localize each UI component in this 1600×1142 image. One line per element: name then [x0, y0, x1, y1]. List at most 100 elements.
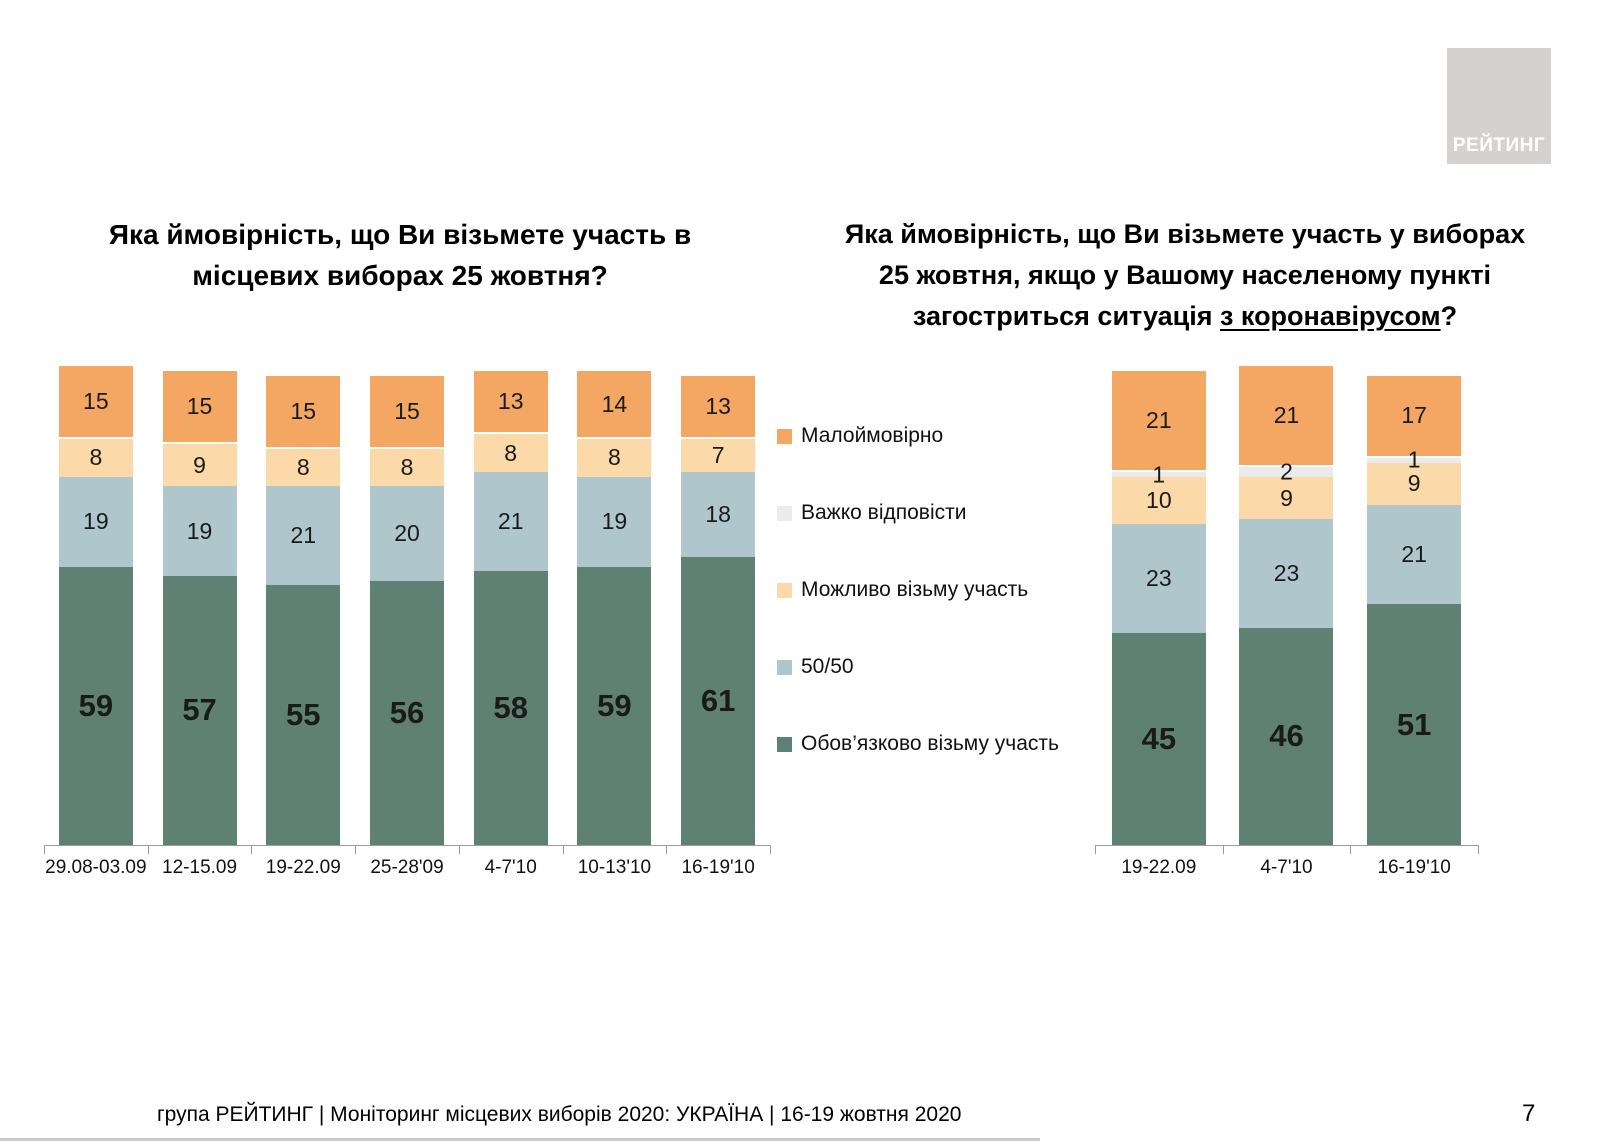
bar-segment: 19: [58, 476, 133, 567]
category-label: 16-19'10: [1377, 857, 1451, 878]
bar-segment: 1: [1111, 461, 1206, 487]
category-label: 25-28'09: [370, 857, 444, 878]
segment-value: 58: [493, 690, 528, 726]
category-label: 19-22.09: [265, 857, 341, 878]
segment-value: 19: [83, 508, 109, 535]
bar-segment: 1: [1367, 447, 1462, 473]
segment-value: 8: [89, 444, 103, 471]
bar-segment: 8: [577, 439, 652, 477]
bar-segment: 8: [58, 439, 133, 477]
bar-segment: 13: [681, 375, 756, 440]
axis-tick: [1350, 845, 1352, 854]
legend-item: Малоймовірно: [777, 424, 1059, 448]
axis-tick: [44, 845, 45, 854]
segment-value: 21: [1401, 541, 1427, 568]
left-chart: 15 8 19 59 15 9 19 57 15 8 21 55 15 8 20 56 13 8 21 58 14 8 19…: [44, 358, 771, 879]
legend-item: 50/50: [777, 655, 1059, 679]
bar-segment: 45: [1111, 632, 1206, 845]
axis-tick: [458, 845, 460, 854]
bar-segment: 21: [1367, 505, 1462, 605]
segment-value: 15: [394, 397, 420, 424]
segment-value: 19: [601, 508, 628, 535]
page-number: 7: [1522, 1100, 1536, 1127]
bar-segment: 23: [1239, 519, 1334, 628]
legend-label: Можливо візьму участь: [801, 578, 1029, 601]
bar-segment: 9: [1239, 476, 1334, 520]
legend-label: Обов’язково візьму участь: [801, 732, 1059, 755]
bar-segment: 15: [369, 375, 444, 449]
bar-segment: 19: [577, 476, 652, 567]
right-chart-title: Яка ймовірність, що Ви візьмете участь у…: [844, 219, 1526, 331]
axis-tick: [770, 845, 771, 854]
bar-segment: 61: [681, 557, 756, 845]
bar-segment: 18: [681, 472, 756, 558]
bar-segment: 21: [473, 472, 548, 572]
segment-value: 23: [1146, 564, 1172, 591]
segment-value: 15: [83, 388, 109, 415]
bar-segment: 46: [1239, 627, 1334, 845]
category-label: 10-13'10: [577, 857, 652, 878]
segment-value: 1: [1152, 461, 1166, 488]
axis-tick: [355, 845, 357, 854]
bar-segment: 56: [369, 580, 444, 845]
legend-item: Обов’язково візьму участь: [777, 732, 1059, 756]
category-label: 4-7'10: [1260, 857, 1313, 878]
segment-value: 8: [504, 439, 518, 466]
stacked-bar: 15 8 21 55: [266, 375, 341, 845]
segment-value: 57: [182, 692, 217, 728]
bar-segment: 55: [266, 585, 341, 845]
legend-swatch-orange: [777, 428, 792, 444]
footer-source-line: група РЕЙТИНГ | Моніторинг місцевих вибо…: [157, 1103, 962, 1126]
segment-value: 59: [78, 687, 114, 723]
segment-value: 8: [400, 453, 414, 480]
rating-logo-text: РЕЙТИНГ: [1452, 135, 1546, 156]
bar-segment: 59: [58, 566, 133, 845]
plot-area: 15 8 19 59 15 9 19 57 15 8 21 55 15 8 20 56 13 8 21 58 14 8 19…: [44, 358, 771, 854]
segment-value: 20: [394, 519, 420, 546]
stacked-bar: 21 1 10 23 45: [1111, 371, 1206, 845]
plot-area: 21 1 10 23 45 21 2 9 23 46 17 1 9 21 51: [1095, 358, 1479, 854]
legend-swatch-blue: [777, 659, 792, 675]
bar-segment: 13: [473, 371, 548, 435]
bar-segment: 20: [369, 486, 444, 581]
left-chart-title: Яка ймовірність, що Ви візьмете участь в…: [108, 219, 692, 291]
segment-value: 18: [705, 501, 731, 528]
segment-value: 7: [711, 442, 725, 469]
bar-segment: 59: [577, 566, 652, 845]
bar-segment: 15: [266, 375, 341, 449]
stacked-bar: 17 1 9 21 51: [1367, 375, 1462, 845]
legend-label: Малоймовірно: [801, 424, 944, 447]
segment-value: 45: [1141, 720, 1177, 756]
segment-value: 1: [1407, 446, 1421, 473]
segment-value: 8: [608, 444, 621, 471]
segment-value: 21: [1273, 402, 1300, 429]
segment-value: 51: [1396, 706, 1432, 742]
bar-segment: 15: [58, 366, 133, 440]
bar-segment: 21: [266, 486, 341, 586]
segment-value: 15: [186, 392, 213, 419]
legend-swatch-peach: [777, 582, 792, 598]
bar-segment: 9: [162, 443, 237, 487]
stacked-bar: 15 8 20 56: [369, 375, 444, 845]
segment-value: 14: [601, 390, 628, 417]
segment-value: 21: [497, 508, 524, 535]
segment-value: 15: [290, 397, 317, 424]
legend-label: 50/50: [801, 655, 854, 678]
stacked-bar: 15 9 19 57: [162, 371, 237, 845]
segment-value: 46: [1269, 718, 1304, 754]
segment-value: 13: [705, 392, 731, 419]
segment-value: 21: [290, 522, 317, 549]
segment-value: 9: [1407, 470, 1421, 497]
category-label: 16-19'10: [681, 857, 755, 878]
axis-tick: [1478, 845, 1479, 854]
right-chart: 21 1 10 23 45 21 2 9 23 46 17 1 9 21 51 19-22.09 4-7'10 1…: [1095, 358, 1479, 879]
bar-segment: 8: [369, 448, 444, 487]
segment-value: 56: [389, 694, 425, 730]
bar-segment: 51: [1367, 604, 1462, 845]
stacked-bar: 15 8 19 59: [58, 366, 133, 845]
bar-segment: 21: [1239, 366, 1334, 468]
segment-value: 2: [1280, 458, 1293, 485]
stacked-bar: 14 8 19 59: [577, 371, 652, 845]
axis-tick: [562, 845, 564, 854]
